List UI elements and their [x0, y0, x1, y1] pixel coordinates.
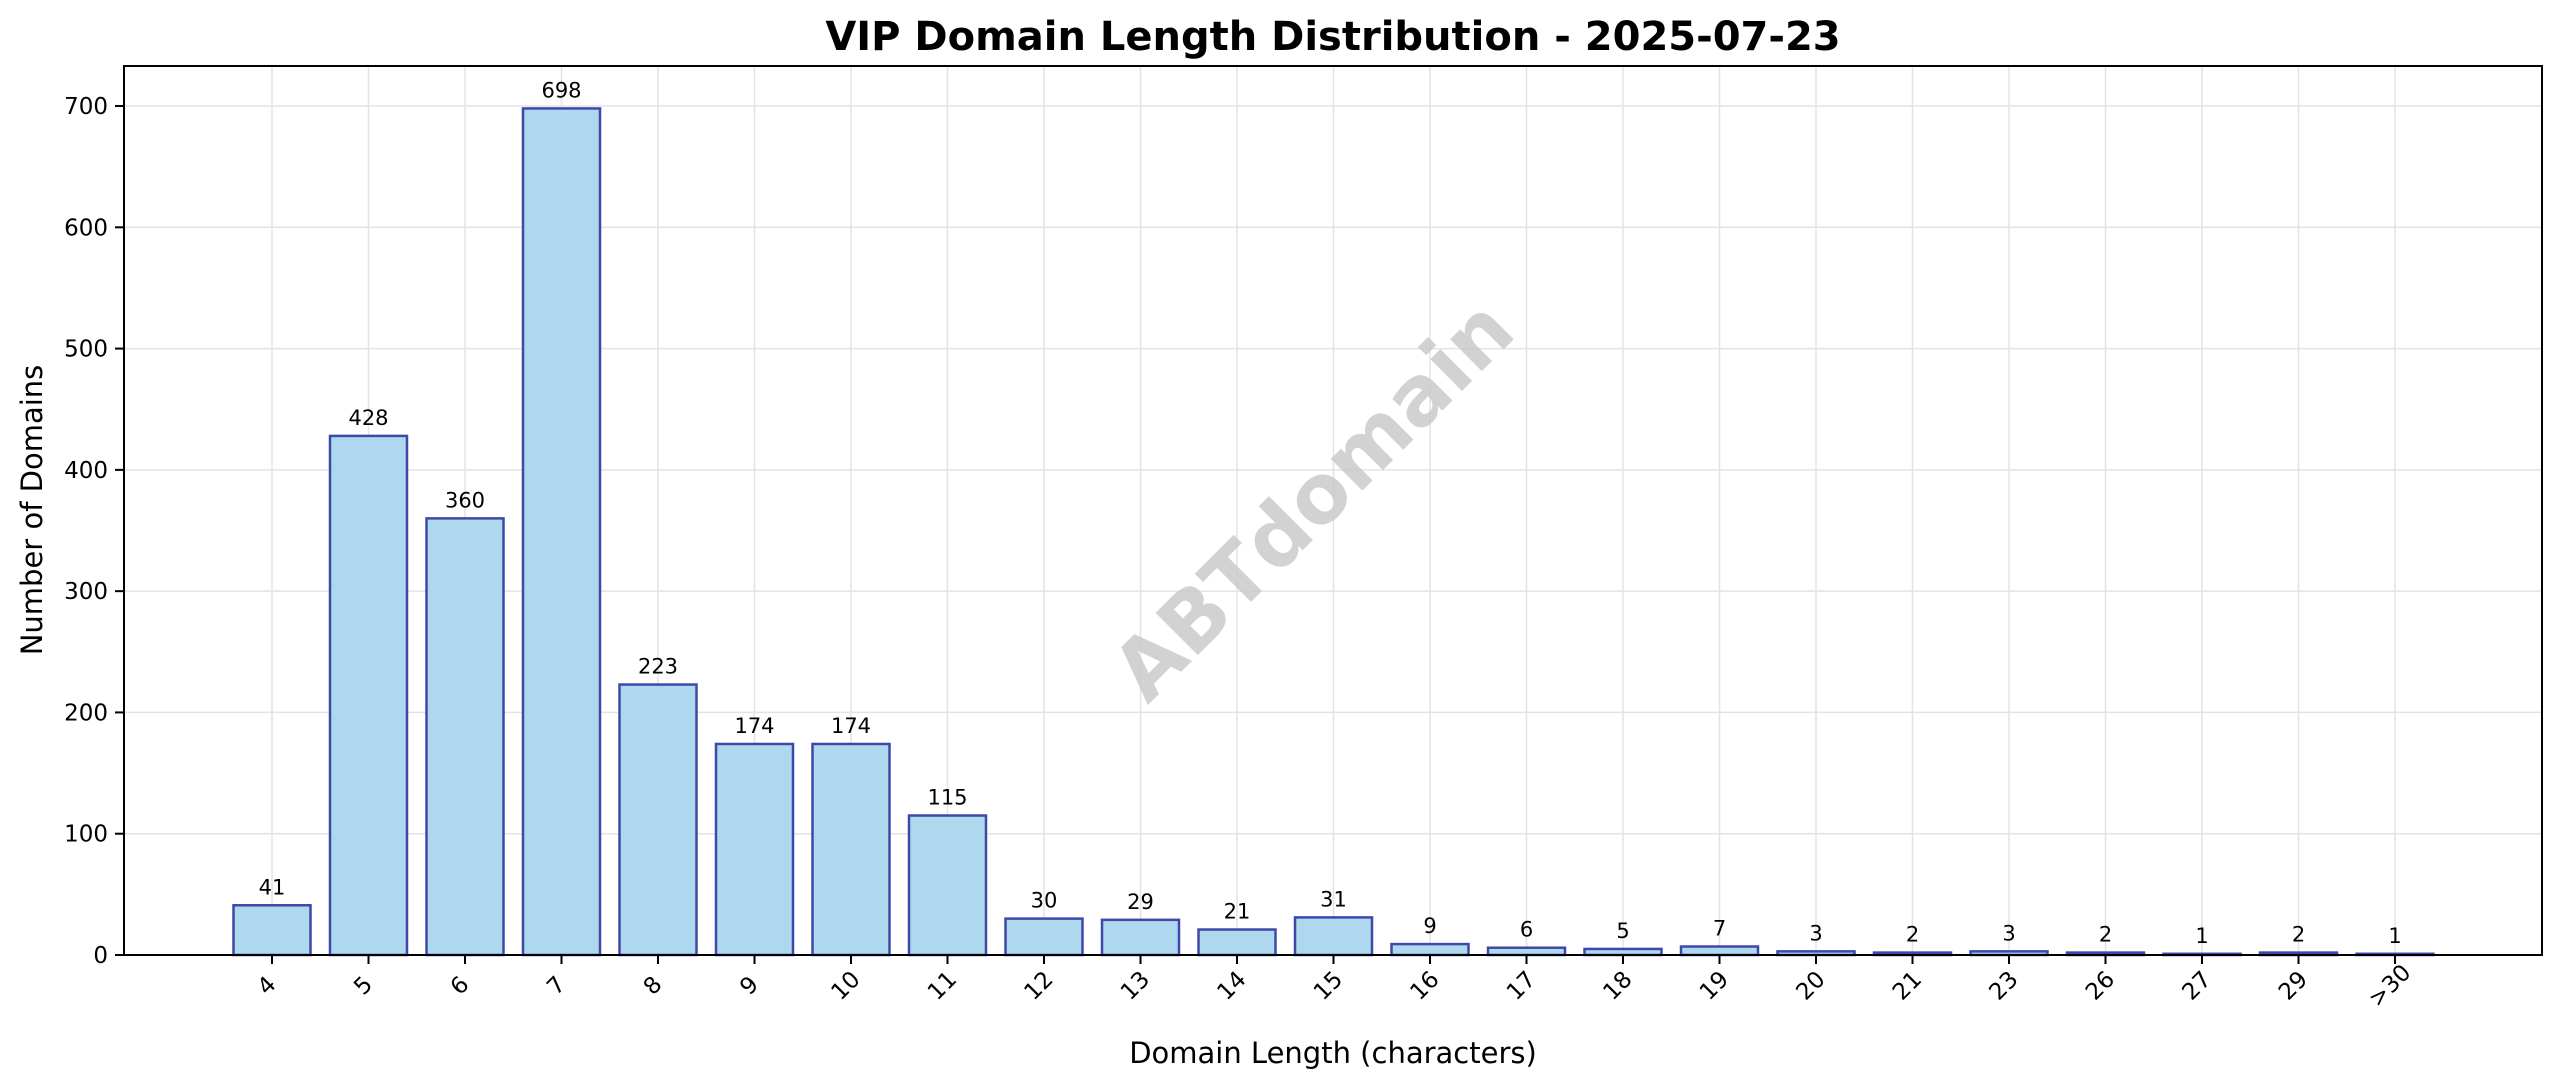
x-tick-label: 20: [1792, 967, 1831, 1006]
data-label-5: 428: [348, 406, 388, 430]
bar-6: [425, 517, 505, 957]
x-tick-label: 13: [1116, 967, 1155, 1006]
data-label-29: 2: [2292, 923, 2305, 947]
x-tick-label: 29: [2274, 967, 2313, 1006]
x-tick-label: >30: [2364, 960, 2417, 1013]
data-label-12: 30: [1031, 889, 1058, 913]
data-label-9: 174: [734, 714, 774, 738]
data-label-13: 29: [1127, 890, 1154, 914]
y-axis: 0 100 200 300 400 500 600 700: [64, 94, 124, 969]
bar-12: [1004, 917, 1084, 957]
bar-4: [232, 904, 312, 957]
data-label-20: 3: [1809, 921, 1822, 945]
x-tick-label: 7: [542, 972, 571, 1001]
y-axis-label: Number of Domains: [15, 365, 49, 656]
data-label-18: 5: [1616, 919, 1629, 943]
bar-13: [1100, 918, 1181, 957]
y-tick-label: 200: [64, 700, 108, 726]
data-label-16: 9: [1423, 914, 1436, 938]
bar-14: [1197, 928, 1277, 957]
bar-8: [618, 683, 698, 957]
x-tick-label: 26: [2081, 967, 2120, 1006]
x-tick-label: 18: [1599, 967, 1638, 1006]
data-label-19: 7: [1713, 917, 1726, 941]
data-label-4: 41: [259, 875, 286, 899]
bar-15: [1293, 916, 1374, 957]
data-label-7: 698: [541, 78, 581, 102]
x-tick-label: 27: [2178, 967, 2217, 1006]
bar-17: [1486, 946, 1567, 957]
x-tick-label: 14: [1213, 967, 1252, 1006]
x-tick-label: 16: [1406, 967, 1445, 1006]
watermark: ABTdomain: [1095, 282, 1533, 720]
data-label-26: 2: [2099, 923, 2112, 947]
x-tick-label: 12: [1020, 967, 1059, 1006]
data-label-8: 223: [638, 655, 678, 679]
x-tick-label: 8: [639, 972, 668, 1001]
y-tick-label: 600: [64, 215, 108, 241]
bar-11: [907, 814, 988, 957]
chart-title: VIP Domain Length Distribution - 2025-07…: [825, 14, 1840, 60]
x-tick-label: 15: [1309, 967, 1348, 1006]
data-label-23: 3: [2002, 921, 2015, 945]
data-label-15: 31: [1320, 887, 1347, 911]
x-tick-label: 17: [1502, 967, 1541, 1006]
x-tick-label: 9: [735, 972, 764, 1001]
data-label->30: 1: [2388, 924, 2401, 948]
x-tick-label: 5: [349, 972, 378, 1001]
x-axis: 4 5 6 7 8 9 10 11 12 13 14 15 16 17 18 19 20 21 23 26 27 29 >3…: [253, 955, 2417, 1013]
x-tick-label: 21: [1888, 967, 1927, 1006]
x-tick-label: 19: [1695, 967, 1734, 1006]
bars: [232, 107, 2435, 957]
x-tick-label: 4: [253, 972, 282, 1001]
data-label-17: 6: [1520, 918, 1533, 942]
y-tick-label: 300: [64, 579, 108, 605]
x-tick-label: 6: [446, 972, 475, 1001]
x-tick-label: 11: [923, 967, 962, 1006]
bar-5: [328, 434, 409, 957]
bar-19: [1679, 945, 1760, 957]
bar-10: [811, 742, 891, 957]
data-label-6: 360: [445, 488, 485, 512]
data-label-21: 2: [1906, 923, 1919, 947]
x-axis-label: Domain Length (characters): [1129, 1036, 1537, 1070]
y-tick-label: 400: [64, 458, 108, 484]
bar-16: [1390, 942, 1470, 957]
bar-9: [714, 742, 795, 957]
bar-7: [521, 107, 602, 957]
data-label-10: 174: [831, 714, 871, 738]
data-label-14: 21: [1224, 900, 1251, 924]
y-tick-label: 100: [64, 822, 108, 848]
data-label-27: 1: [2195, 924, 2208, 948]
data-label-11: 115: [927, 786, 967, 810]
y-tick-label: 500: [64, 337, 108, 363]
x-tick-label: 23: [1985, 967, 2024, 1006]
y-tick-label: 700: [64, 94, 108, 120]
x-tick-label: 10: [827, 967, 866, 1006]
y-tick-label: 0: [93, 943, 108, 969]
